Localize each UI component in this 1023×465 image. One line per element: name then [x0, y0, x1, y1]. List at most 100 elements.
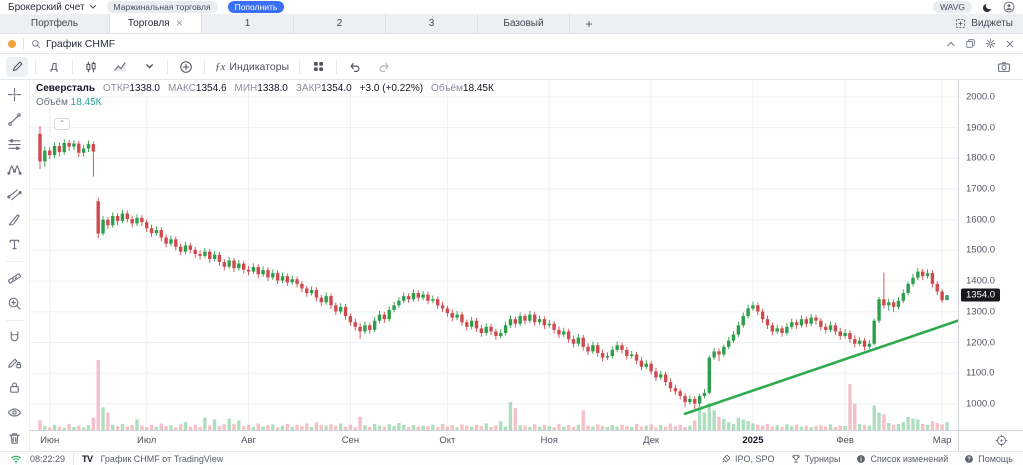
- draw-pencil-button[interactable]: [6, 56, 28, 77]
- tab-2[interactable]: 2: [294, 14, 386, 33]
- candlestick-chart[interactable]: [30, 80, 958, 430]
- tab-label: Базовый: [503, 18, 544, 29]
- scroll-to-realtime-icon[interactable]: [995, 434, 1008, 452]
- volume-legend: Объём 18.45К: [36, 97, 102, 108]
- measure-tool-icon[interactable]: [4, 270, 26, 287]
- indicators-label: Индикаторы: [229, 60, 290, 73]
- chevron-down-icon: [89, 4, 96, 9]
- time-tick: Мар: [932, 435, 952, 446]
- brush-tool-icon[interactable]: [4, 211, 26, 228]
- text-tool-icon[interactable]: [4, 236, 26, 253]
- divider: [73, 452, 75, 465]
- duplicate-icon[interactable]: [965, 38, 976, 49]
- price-tick: 2000.0: [966, 91, 996, 103]
- price-tick: 1500.0: [966, 244, 996, 256]
- chart-type-candles-icon[interactable]: [80, 57, 102, 77]
- last-price-badge: 1354.0: [961, 288, 1001, 302]
- volume-value: 18.45К: [70, 97, 102, 108]
- redo-button[interactable]: [373, 57, 395, 77]
- tab-portfolio[interactable]: Портфель: [0, 14, 110, 33]
- high-value: 1354.6: [195, 83, 227, 94]
- tab-basic[interactable]: Базовый: [478, 14, 570, 33]
- widget-link-dot[interactable]: [8, 39, 16, 48]
- topup-button[interactable]: Пополнить: [227, 1, 285, 13]
- settings-gear-icon[interactable]: [985, 38, 996, 49]
- chart-plot-area[interactable]: Северсталь ОТКР1338.0 МАКС1354.6 МИН1338…: [30, 80, 958, 430]
- price-tick: 1900.0: [966, 122, 996, 134]
- time-tick: 2025: [742, 435, 764, 446]
- hide-drawings-tool-icon[interactable]: [4, 404, 26, 421]
- divider: [5, 261, 24, 262]
- tradingview-logo: TV: [82, 453, 93, 464]
- legend-expand-button[interactable]: ⌃: [54, 118, 70, 130]
- help-icon: [965, 454, 974, 463]
- time-axis[interactable]: Июн Июл Авг Сен Окт Ноя Дек 2025 Фев Мар: [30, 430, 958, 451]
- changelog-link[interactable]: Список изменений: [856, 454, 948, 464]
- time-tick: Дек: [643, 435, 660, 446]
- trophy-icon: [791, 454, 800, 462]
- compare-add-icon[interactable]: [175, 57, 197, 77]
- search-icon: [32, 39, 41, 48]
- ipo-spo-link[interactable]: IPO, SPO: [721, 454, 775, 464]
- time-tick: Окт: [439, 435, 456, 446]
- wavg-badge[interactable]: WAVG: [932, 1, 972, 13]
- price-tick: 1200.0: [966, 337, 996, 348]
- ohlc-legend: Северсталь ОТКР1338.0 МАКС1354.6 МИН1338…: [36, 83, 494, 94]
- price-tick: 1700.0: [966, 183, 996, 195]
- widgets-button[interactable]: Виджеты: [945, 14, 1023, 33]
- zoom-in-tool-icon[interactable]: [4, 295, 26, 312]
- theme-moon-icon[interactable]: [982, 2, 993, 13]
- time-tick: Авг: [241, 435, 256, 446]
- parallel-channel-tool-icon[interactable]: [4, 186, 26, 203]
- chart-attribution-link[interactable]: График CHMF от TradingView: [100, 453, 224, 464]
- widgets-icon: [956, 18, 966, 29]
- lock-all-tool-icon[interactable]: [4, 379, 26, 396]
- snapshot-camera-icon[interactable]: [997, 60, 1017, 74]
- price-tick: 1100.0: [966, 367, 995, 379]
- time-tick: Ноя: [540, 435, 558, 446]
- tab-1[interactable]: 1: [202, 14, 294, 33]
- tournaments-link[interactable]: Турниры: [791, 454, 840, 464]
- fx-icon: ƒx: [215, 60, 226, 73]
- price-axis[interactable]: 1354.0 2000.0 1900.0 1800.0 1700.0 1600.0 150…: [959, 80, 1023, 430]
- time-tick: Июн: [40, 435, 60, 446]
- change-value: +3.0 (+0.22%): [359, 83, 424, 94]
- crosshair-tool-icon[interactable]: [4, 86, 26, 103]
- chart-type-area-icon[interactable]: [109, 57, 131, 77]
- profile-avatar-icon[interactable]: [1003, 1, 1015, 13]
- layout-grid-icon[interactable]: [307, 57, 329, 77]
- indicators-button[interactable]: ƒx Индикаторы: [212, 57, 292, 77]
- magnet-tool-icon[interactable]: [4, 329, 26, 346]
- symbol-search[interactable]: График CHMF: [31, 38, 115, 50]
- price-tick: 1600.0: [966, 214, 996, 226]
- trash-tool-icon[interactable]: [4, 430, 26, 447]
- xabcd-pattern-tool-icon[interactable]: [4, 161, 26, 178]
- account-selector[interactable]: Брокерский счет: [8, 2, 97, 13]
- price-tick: 1400.0: [966, 275, 996, 287]
- fib-lines-tool-icon[interactable]: [4, 136, 26, 153]
- price-tick: 1000.0: [966, 398, 996, 410]
- volume-inline-value: 18.45К: [462, 83, 494, 94]
- add-tab-button[interactable]: +: [585, 16, 593, 31]
- tab-bar: Портфель Торговля ✕ 1 2 3 Базовый + Видж…: [0, 14, 1023, 34]
- axis-corner: [959, 430, 1023, 451]
- draw-lock-tool-icon[interactable]: [4, 354, 26, 371]
- open-value: 1338.0: [129, 83, 160, 94]
- collapse-icon[interactable]: [946, 39, 956, 49]
- help-link[interactable]: Помощь: [964, 454, 1013, 464]
- time-tick: Фев: [836, 435, 854, 446]
- rocket-icon: [722, 454, 731, 462]
- tab-trading-active[interactable]: Торговля ✕: [110, 14, 202, 33]
- widgets-label: Виджеты: [971, 18, 1013, 29]
- undo-button[interactable]: [344, 57, 366, 77]
- chart-type-chevron-icon[interactable]: [138, 57, 160, 77]
- price-tick: 1300.0: [966, 306, 996, 318]
- close-icon[interactable]: [1005, 39, 1015, 49]
- tab-close-icon[interactable]: ✕: [175, 18, 184, 28]
- tab-3[interactable]: 3: [386, 14, 478, 33]
- clock-time: 08:22:29: [30, 453, 66, 464]
- price-tick: 1800.0: [966, 152, 996, 164]
- interval-button[interactable]: Д: [50, 60, 58, 73]
- close-value: 1354.0: [321, 83, 352, 94]
- trend-line-tool-icon[interactable]: [4, 111, 26, 128]
